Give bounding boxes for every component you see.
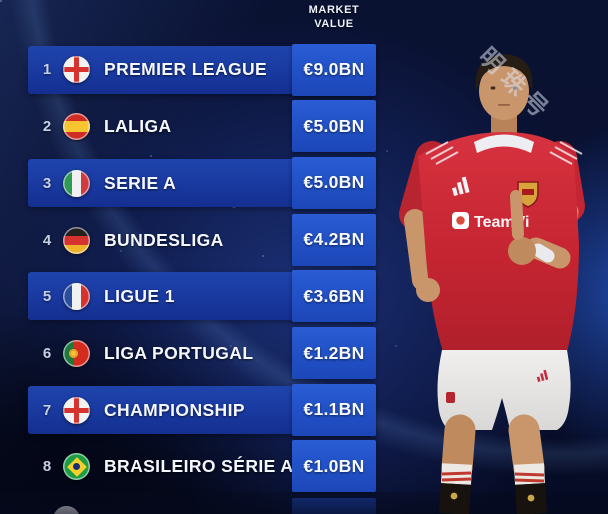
adidas-shoulder-stripes [425,141,583,165]
country-flag-icon [63,453,90,481]
header-line-value: VALUE [314,17,354,30]
market-value-box: €9.0BN [292,43,376,96]
league-name: PREMIER LEAGUE [104,59,268,80]
player-hair [475,54,533,92]
table-row: 2 LALIGA €5.0BN [0,98,608,155]
market-value-box: €1.0BN [292,440,376,493]
rank-number: 3 [42,174,52,192]
market-value: €9.0BN [303,59,365,80]
table-row: 1 PREMIER LEAGUE €9.0BN [0,42,608,99]
country-flag-icon [63,169,90,197]
shorts-adidas-icon [536,369,549,382]
player-shirt [418,132,579,352]
market-value: €4.2BN [303,229,365,250]
market-value-box: €1.2BN [292,327,376,380]
country-flag-icon [63,283,90,311]
table-row: 5 LIGUE 1 €3.6BN [0,268,608,325]
market-value-box: €3.6BN [292,270,376,323]
league-name: BUNDESLIGA [104,229,224,250]
player-figure: TeamVi [399,54,585,514]
market-value-box: €5.0BN [292,100,376,153]
shorts-crest-icon [446,392,455,403]
shirt-collar [474,134,534,153]
star-speckles [0,0,2,2]
league-name: LIGA PORTUGAL [104,342,254,363]
player-right-hand [416,278,440,302]
rank-number: 5 [42,288,52,306]
player-fist [508,237,536,265]
market-value: €5.0BN [303,172,365,193]
adidas-logo-icon [452,176,470,196]
market-value-box: €4.2BN [292,213,376,266]
wristband [531,243,555,263]
league-name: BRASILEIRO SÉRIE A [104,456,294,477]
player-photo: TeamVi [399,54,585,514]
country-flag-icon [63,339,90,367]
table-row: 8 BRASILEIRO SÉRIE A €1.0BN [0,438,608,495]
market-value-box: €5.0BN [292,156,376,209]
rank-number: 7 [42,401,52,419]
market-value: €3.6BN [303,285,365,306]
league-name: SERIE A [104,172,177,193]
rank-number: 6 [42,344,52,362]
player-thumb-up [510,190,524,240]
header-line-market: MARKET [308,4,360,16]
market-value: €1.0BN [303,455,365,476]
rank-number: 2 [42,118,52,136]
market-value: €5.0BN [303,115,365,136]
market-value: €1.1BN [303,399,365,420]
player-eye [512,86,518,90]
country-flag-icon [63,226,90,254]
player-face [479,62,529,120]
table-row: 6 LIGA PORTUGAL €1.2BN [0,325,608,382]
sponsor-logo-icon [456,216,465,225]
player-mouth [498,104,510,106]
table-row: 3 SERIE A €5.0BN [0,155,608,212]
table-row: 7 CHAMPIONSHIP €1.1BN [0,382,608,439]
sock-crest-icon [450,492,458,500]
table-row: 4 BUNDESLIGA €4.2BN [0,212,608,269]
player-right-leg [508,414,545,484]
country-flag-icon [63,56,90,84]
league-ranking-table: 1 PREMIER LEAGUE €9.0BN 2 LALIGA €5.0BN … [0,42,608,496]
rank-number: 1 [42,61,52,79]
sock-stripes [441,471,545,483]
player-eye [490,86,496,90]
sock-crest-icon [527,494,535,502]
league-name: LIGUE 1 [104,286,175,307]
player-shorts [437,350,571,430]
league-name: CHAMPIONSHIP [104,399,245,420]
country-flag-icon [63,396,90,424]
player-left-leg [441,414,476,484]
country-flag-icon [63,113,90,141]
league-name: LALIGA [104,116,172,137]
rank-number: 4 [42,231,52,249]
market-value-header: MARKET VALUE [282,4,386,31]
player-right-forearm [404,209,434,291]
rank-number: 8 [42,458,52,476]
market-value: €1.2BN [303,342,365,363]
market-value-box: €1.1BN [292,383,376,436]
